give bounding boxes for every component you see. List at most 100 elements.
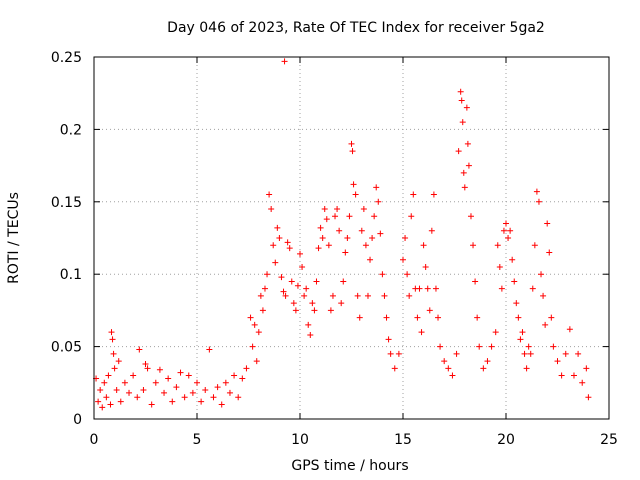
data-point bbox=[432, 285, 439, 292]
x-tick-labels: 0 5 10 15 20 25 bbox=[90, 432, 618, 448]
x-tick-label: 25 bbox=[600, 432, 618, 448]
data-point bbox=[344, 235, 351, 241]
data-point bbox=[402, 235, 409, 241]
data-point bbox=[235, 394, 242, 401]
data-point bbox=[465, 162, 472, 169]
data-point bbox=[206, 346, 213, 353]
data-point bbox=[255, 329, 262, 336]
data-point bbox=[317, 224, 324, 231]
data-point bbox=[358, 227, 365, 234]
data-point bbox=[521, 350, 528, 357]
data-point bbox=[379, 271, 386, 278]
data-point bbox=[507, 227, 514, 234]
data-point bbox=[284, 239, 291, 246]
data-point bbox=[519, 329, 526, 336]
gridlines bbox=[94, 57, 609, 419]
data-point bbox=[257, 292, 264, 299]
data-point bbox=[313, 278, 320, 285]
data-point bbox=[352, 191, 359, 198]
data-point bbox=[126, 389, 133, 396]
data-point bbox=[373, 184, 380, 191]
data-point bbox=[226, 389, 233, 396]
data-point bbox=[198, 398, 205, 405]
data-point bbox=[276, 235, 283, 241]
data-point bbox=[249, 343, 256, 350]
data-point bbox=[288, 278, 295, 285]
data-point bbox=[165, 375, 172, 382]
data-point bbox=[99, 404, 106, 411]
data-point bbox=[253, 358, 260, 365]
data-point bbox=[391, 365, 398, 372]
data-point bbox=[406, 292, 413, 299]
data-point bbox=[113, 387, 120, 394]
data-point bbox=[420, 242, 427, 249]
data-point bbox=[535, 198, 542, 205]
data-point bbox=[430, 191, 437, 198]
data-point bbox=[435, 314, 442, 321]
data-point bbox=[210, 394, 217, 401]
data-point bbox=[108, 329, 115, 336]
data-point bbox=[410, 191, 417, 198]
data-point bbox=[214, 384, 221, 391]
data-point bbox=[348, 140, 355, 147]
data-point bbox=[449, 372, 456, 379]
data-point bbox=[130, 372, 137, 379]
data-point bbox=[354, 292, 361, 299]
data-point bbox=[416, 285, 423, 292]
data-point bbox=[488, 343, 495, 350]
data-point bbox=[222, 379, 229, 386]
data-point bbox=[400, 256, 406, 263]
data-point bbox=[107, 401, 114, 408]
data-point bbox=[152, 379, 159, 386]
data-point bbox=[387, 350, 394, 357]
data-point bbox=[121, 379, 128, 386]
data-point bbox=[517, 336, 524, 343]
data-point bbox=[346, 213, 353, 220]
data-point bbox=[562, 350, 569, 357]
data-point bbox=[542, 321, 549, 328]
data-point bbox=[395, 350, 402, 357]
data-point bbox=[111, 365, 118, 372]
y-tick-label: 0.1 bbox=[60, 267, 82, 283]
data-point bbox=[463, 104, 470, 111]
y-tick-label: 0.2 bbox=[60, 122, 82, 138]
data-point bbox=[472, 278, 479, 285]
data-point bbox=[525, 343, 532, 350]
data-point bbox=[329, 292, 336, 299]
data-point bbox=[305, 321, 312, 328]
data-point bbox=[280, 288, 287, 295]
x-tick-label: 15 bbox=[394, 432, 412, 448]
data-point bbox=[367, 256, 374, 263]
data-point bbox=[110, 350, 117, 357]
data-point bbox=[231, 372, 238, 379]
data-point bbox=[356, 314, 363, 321]
data-point bbox=[362, 242, 369, 249]
data-point bbox=[505, 235, 512, 241]
data-point bbox=[498, 285, 505, 292]
data-point bbox=[424, 285, 431, 292]
plot-frame bbox=[93, 56, 610, 420]
data-point bbox=[340, 278, 347, 285]
data-point bbox=[294, 282, 301, 289]
data-point bbox=[548, 314, 555, 321]
data-point bbox=[140, 387, 147, 394]
data-point bbox=[455, 148, 462, 155]
data-point bbox=[325, 242, 332, 249]
data-point bbox=[105, 372, 112, 379]
axis-ticks bbox=[93, 56, 610, 420]
data-point bbox=[509, 256, 516, 263]
data-point bbox=[550, 343, 557, 350]
data-point bbox=[369, 235, 376, 241]
data-point bbox=[457, 88, 464, 95]
data-point bbox=[97, 387, 104, 394]
data-point bbox=[115, 358, 122, 365]
data-point bbox=[484, 358, 491, 365]
data-point bbox=[282, 292, 289, 299]
data-point bbox=[460, 169, 467, 176]
data-point bbox=[360, 206, 367, 213]
data-point bbox=[299, 263, 306, 270]
data-point bbox=[464, 140, 471, 147]
data-point bbox=[239, 375, 246, 382]
data-point bbox=[270, 242, 277, 249]
data-point bbox=[309, 300, 316, 307]
